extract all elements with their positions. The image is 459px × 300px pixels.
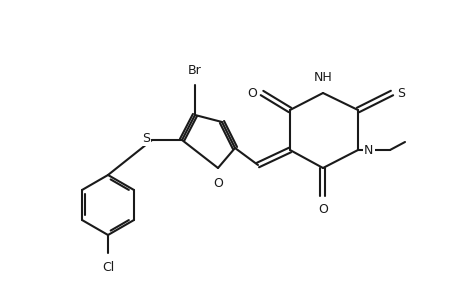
Text: NH: NH [313,71,332,84]
Text: O: O [317,203,327,216]
Text: O: O [246,86,257,100]
Text: Cl: Cl [101,261,114,274]
Text: Br: Br [188,64,202,77]
Text: O: O [213,177,223,190]
Text: S: S [142,131,150,145]
Text: S: S [396,86,404,100]
Text: N: N [363,143,373,157]
